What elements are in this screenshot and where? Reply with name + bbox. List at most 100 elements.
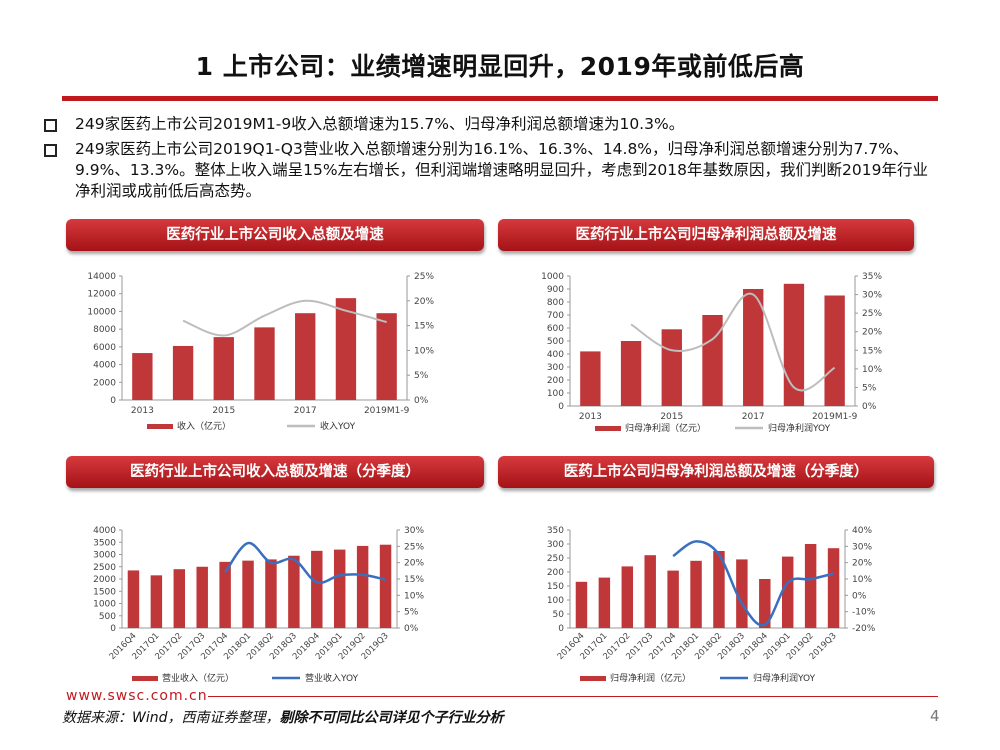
legend-bar-swatch [132, 676, 158, 681]
chart-bar [295, 313, 316, 400]
legend-bar-swatch [580, 676, 606, 681]
y2-tick-label: -10% [852, 608, 876, 618]
chart-bar [580, 351, 601, 406]
y-tick-label: 0 [110, 396, 116, 406]
y2-tick-label: 15% [862, 346, 882, 356]
y-tick-label: 400 [547, 350, 564, 360]
y-tick-label: 10000 [87, 307, 116, 317]
y-tick-label: 0 [558, 402, 564, 412]
y2-tick-label: 35% [862, 272, 882, 282]
y-tick-label: 1000 [541, 272, 564, 282]
profit-quarterly-chart: 0 50 100 150 200 250 300 350 -20% -10% 0% 10% 20% 30%… [547, 526, 876, 684]
bullet-item: 249家医药上市公司2019M1-9收入总额增速为15.7%、归母净利润总额增速… [42, 114, 942, 135]
y2-tick-label: 10% [404, 591, 424, 601]
chart-bar [759, 579, 771, 628]
x-tick-label: 2019M1-9 [364, 406, 410, 416]
chart-bar [311, 550, 323, 628]
chart-bar [335, 298, 357, 400]
y-tick-label: 300 [547, 363, 564, 373]
chart-bar [196, 566, 208, 628]
y-tick-label: 50 [553, 610, 565, 620]
chart-bar [254, 327, 275, 400]
chart-banner-revenue: 医药行业上市公司收入总额及增速 [66, 219, 484, 251]
y-tick-label: 100 [547, 596, 564, 606]
y2-tick-label: 20% [414, 297, 434, 307]
chart-banner-profit: 医药行业上市公司归母净利润总额及增速 [498, 219, 914, 251]
legend-bar-swatch [595, 426, 621, 431]
y-tick-label: 2000 [93, 575, 116, 585]
bullet-list: 249家医药上市公司2019M1-9收入总额增速为15.7%、归母净利润总额增速… [42, 114, 942, 206]
y-tick-label: 0 [558, 624, 564, 634]
x-tick-label: 2013 [131, 406, 154, 416]
x-tick-label: 2019M1-9 [812, 412, 858, 422]
y2-tick-label: 25% [404, 542, 424, 552]
legend-bar-swatch [147, 424, 173, 429]
chart-bar [690, 560, 702, 628]
y2-tick-label: 0% [852, 591, 867, 601]
chart-bar [575, 581, 588, 628]
x-tick-label: 2017 [294, 406, 317, 416]
y2-tick-label: 5% [404, 608, 419, 618]
revenue-quarterly-chart: 0 500 1000 1500 2000 2500 3000 3500 4000 0% 5% 10% 1… [93, 526, 424, 684]
y2-tick-label: 10% [852, 575, 872, 585]
chart-bar [621, 566, 634, 628]
y-tick-label: 700 [547, 311, 564, 321]
y2-tick-label: 15% [414, 322, 434, 332]
chart-bar [132, 353, 153, 400]
bullet-item: 249家医药上市公司2019Q1-Q3营业收入总额增速分别为16.1%、16.3… [42, 139, 942, 202]
chart-bar [804, 544, 817, 628]
y-tick-label: 500 [547, 337, 564, 347]
y-tick-label: 900 [547, 285, 564, 295]
y-tick-label: 0 [110, 624, 116, 634]
legend-bar-label: 归母净利润（亿元） [610, 672, 691, 684]
chart-banner-revenue-quarterly: 医药行业上市公司收入总额及增速（分季度） [66, 456, 484, 488]
y2-tick-label: 40% [852, 526, 872, 536]
y-tick-label: 350 [547, 526, 564, 536]
y2-tick-label: 20% [862, 328, 882, 338]
chart-bar [376, 313, 397, 400]
y-tick-label: 200 [547, 376, 564, 386]
square-bullet-icon [44, 144, 57, 157]
chart-bar [173, 569, 186, 628]
legend-bar-label: 营业收入（亿元） [162, 672, 234, 684]
chart-bar [288, 555, 300, 628]
y-tick-label: 4000 [93, 526, 116, 536]
y-tick-label: 6000 [93, 343, 116, 353]
x-tick-label: 2015 [212, 406, 235, 416]
chart-bar [620, 341, 642, 406]
chart-bar [827, 548, 840, 628]
title-underline [62, 96, 938, 101]
y2-tick-label: 20% [404, 559, 424, 569]
y2-tick-label: 0% [404, 624, 419, 634]
revenue-annual-chart: 0 2000 4000 6000 8000 10000 12000 14000 0% 5% 10% 1… [87, 272, 434, 432]
yoy-line [182, 299, 387, 337]
y2-tick-label: 5% [862, 383, 877, 393]
footer-website: www.swsc.com.cn [66, 688, 208, 704]
y-tick-label: 2000 [93, 378, 116, 388]
y-tick-label: 4000 [93, 361, 116, 371]
x-tick-label: 2013 [579, 412, 602, 422]
square-bullet-icon [44, 119, 57, 132]
chart-bar [333, 549, 346, 628]
y-tick-label: 14000 [87, 272, 116, 282]
y-tick-label: 12000 [87, 290, 116, 300]
chart-bar [219, 561, 231, 628]
chart-bar [242, 560, 254, 628]
y2-tick-label: 30% [852, 542, 872, 552]
legend-line-label: 营业收入YOY [305, 672, 359, 684]
legend-line-label: 归母净利润YOY [768, 422, 831, 434]
chart-bar [150, 575, 163, 628]
y-tick-label: 300 [547, 540, 564, 550]
footer-source: 数据来源：Wind，西南证券整理，剔除不可同比公司详见个子行业分析 [62, 707, 504, 727]
y2-tick-label: 5% [414, 371, 429, 381]
chart-banner-profit-quarterly: 医药上市公司归母净利润总额及增速（分季度） [498, 456, 934, 488]
y-tick-label: 200 [547, 568, 564, 578]
y-tick-label: 800 [547, 298, 564, 308]
chart-bar [824, 295, 845, 406]
chart-bar [265, 559, 277, 628]
yoy-line [672, 540, 834, 627]
chart-bar [172, 345, 194, 400]
chart-bar [702, 315, 723, 406]
y2-tick-label: 30% [404, 526, 424, 536]
y2-tick-label: 10% [414, 346, 434, 356]
